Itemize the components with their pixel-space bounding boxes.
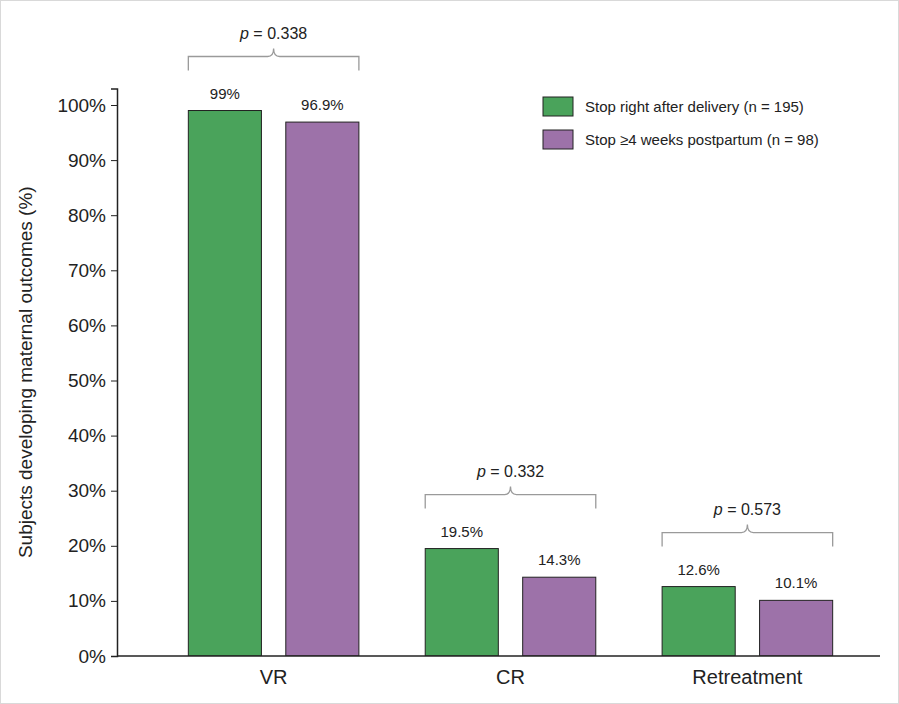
- y-tick-label: 80%: [68, 205, 106, 226]
- y-axis-line: [111, 89, 118, 657]
- data-label: 12.6%: [677, 561, 720, 578]
- x-tick: Retreatment: [692, 656, 802, 688]
- y-tick: 80%: [68, 205, 117, 226]
- p-value: p = 0.332: [476, 463, 544, 480]
- legend-item: Stop right after delivery (n = 195): [543, 97, 804, 116]
- legend-label: Stop right after delivery (n = 195): [585, 98, 804, 115]
- bar: [188, 111, 261, 656]
- y-tick-mark: [111, 215, 117, 216]
- x-tick-label: VR: [260, 666, 288, 688]
- y-tick-label: 100%: [57, 95, 106, 116]
- x-tick: VR: [260, 656, 288, 688]
- frame: [1, 1, 899, 704]
- bar: [286, 122, 359, 656]
- y-tick-mark: [111, 601, 117, 602]
- y-tick-mark: [111, 105, 117, 106]
- p-symbol: p: [239, 25, 249, 42]
- data-label: 14.3%: [538, 551, 581, 568]
- y-tick: 20%: [68, 535, 117, 556]
- y-tick-label: 30%: [68, 480, 106, 501]
- legend: Stop right after delivery (n = 195) Stop …: [543, 97, 819, 149]
- y-tick-label: 0%: [79, 646, 107, 667]
- y-tick-mark: [111, 325, 117, 326]
- y-tick-mark: [111, 546, 117, 547]
- y-tick-mark: [111, 491, 117, 492]
- y-tick-label: 70%: [68, 260, 106, 281]
- data-label: 96.9%: [301, 96, 344, 113]
- bracket: [425, 487, 596, 509]
- y-tick-mark: [111, 381, 117, 382]
- x-tick-label: Retreatment: [692, 666, 802, 688]
- x-tick: CR: [496, 656, 525, 688]
- data-label: 10.1%: [775, 574, 818, 591]
- y-tick-label: 40%: [68, 425, 106, 446]
- y-axis-title: Subjects developing maternal outcomes (%…: [15, 186, 36, 558]
- y-tick: 60%: [68, 315, 117, 336]
- p-rest: = 0.573: [723, 501, 781, 518]
- y-tick-mark: [111, 656, 117, 657]
- x-tick-label: CR: [496, 666, 525, 688]
- legend-swatch: [543, 130, 573, 149]
- data-labels: 99% 19.5% 12.6% 96.9% 14.3% 10.1%: [210, 85, 818, 592]
- y-tick: 70%: [68, 260, 117, 281]
- y-tick-label: 50%: [68, 370, 106, 391]
- y-tick: 0%: [79, 646, 117, 667]
- y-tick-label: 10%: [68, 590, 106, 611]
- p-symbol: p: [713, 501, 723, 518]
- bar: [523, 577, 596, 656]
- legend-item: Stop ≥4 weeks postpartum (n = 98): [543, 130, 819, 149]
- legend-swatch: [543, 97, 573, 116]
- p-symbol: p: [476, 463, 486, 480]
- p-value: p = 0.338: [239, 25, 307, 42]
- data-label: 19.5%: [440, 523, 483, 540]
- y-tick: 50%: [68, 370, 117, 391]
- y-tick: 40%: [68, 425, 117, 446]
- y-tick-mark: [111, 436, 117, 437]
- x-axis: VR CR Retreatment: [117, 656, 880, 688]
- p-rest: = 0.332: [486, 463, 544, 480]
- y-tick-mark: [111, 270, 117, 271]
- y-tick-label: 60%: [68, 315, 106, 336]
- bar: [662, 587, 735, 656]
- y-tick: 30%: [68, 480, 117, 501]
- y-tick: 100%: [57, 95, 117, 116]
- annotations: p = 0.338p = 0.332p = 0.573: [188, 25, 832, 547]
- y-axis: 0% 10% 20% 30% 40% 50% 60% 70% 80% 90% 100%: [57, 89, 117, 667]
- bars: [188, 111, 832, 656]
- y-tick-label: 90%: [68, 150, 106, 171]
- bracket: [188, 49, 359, 71]
- data-label: 99%: [210, 85, 240, 102]
- bracket: [662, 525, 833, 547]
- y-tick: 90%: [68, 150, 117, 171]
- x-axis-line: [117, 655, 880, 657]
- legend-label: Stop ≥4 weeks postpartum (n = 98): [585, 131, 819, 148]
- chart: 0% 10% 20% 30% 40% 50% 60% 70% 80% 90% 100% VR CR Ret…: [0, 0, 899, 704]
- bar: [760, 600, 833, 656]
- p-rest: = 0.338: [249, 25, 307, 42]
- y-tick: 10%: [68, 590, 117, 611]
- p-value: p = 0.573: [713, 501, 781, 518]
- y-tick-label: 20%: [68, 535, 106, 556]
- bar: [425, 549, 498, 656]
- y-tick-mark: [111, 160, 117, 161]
